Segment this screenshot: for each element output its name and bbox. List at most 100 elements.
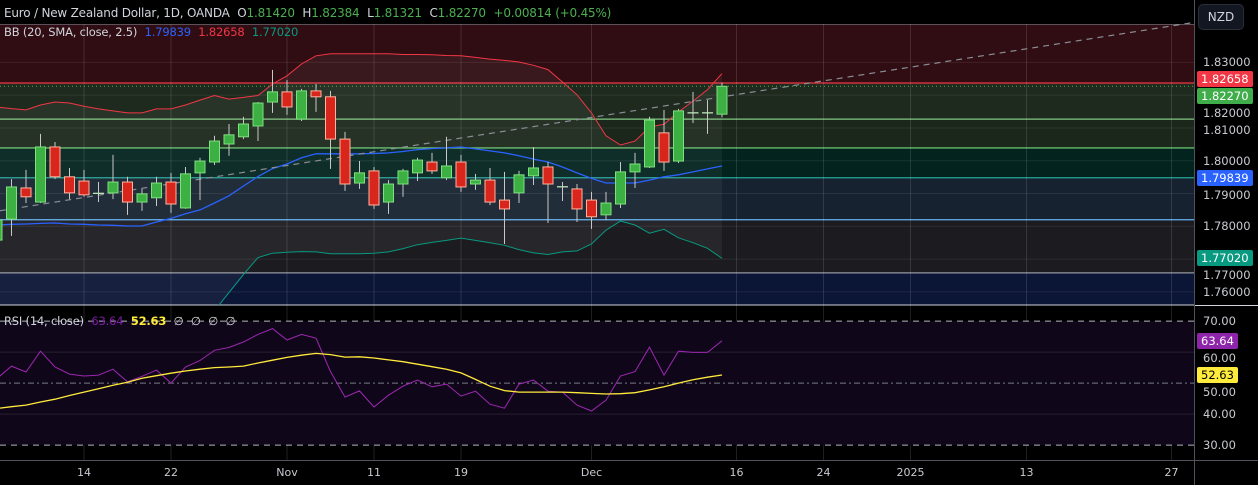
rsi-extra-2: ∅: [208, 314, 219, 328]
candle: [354, 161, 365, 189]
candle: [165, 172, 177, 213]
candle-body-up: [354, 172, 365, 184]
candle-body-up: [441, 165, 452, 179]
rsi-tick-label: 70.00: [1203, 314, 1236, 329]
time-tick-label: 22: [164, 466, 178, 479]
candle: [49, 142, 61, 180]
rsi-legend[interactable]: RSI (14, close) 63.64 52.63 ∅ ∅ ∅ ∅: [4, 314, 239, 328]
candle: [136, 188, 148, 211]
candle-body-up: [600, 202, 612, 216]
candle-body-up: [528, 167, 539, 177]
time-tick-label: 14: [77, 466, 91, 479]
price-axis[interactable]: 1.83000 1.82000 1.81000 1.80000 1.79000 1.780…: [1194, 0, 1258, 460]
candle-body-down: [484, 179, 496, 203]
rsi-value: 63.64: [91, 314, 124, 328]
candle-body-up: [615, 171, 626, 205]
candle: [441, 136, 452, 181]
candle: [557, 182, 568, 202]
candle: [194, 157, 206, 201]
candle: [296, 88, 307, 122]
candle-body-down: [542, 166, 554, 185]
candle-body-up: [267, 91, 278, 103]
candle: [310, 84, 322, 112]
price-zone: [0, 83, 1194, 120]
price-tick-label: 1.83000: [1203, 55, 1251, 70]
currency-button[interactable]: NZD: [1198, 4, 1244, 30]
rsi-tick-label: 60.00: [1203, 350, 1236, 365]
candle: [6, 179, 17, 236]
rsi-badge: 63.64: [1197, 332, 1238, 349]
candle: [673, 108, 684, 164]
symbol-title[interactable]: Euro / New Zealand Dollar, 1D, OANDA: [4, 6, 230, 20]
price-zone: [0, 24, 1194, 84]
candle-body-up: [6, 186, 17, 220]
rsi-extra-3: ∅: [225, 314, 236, 328]
price-tick-label: 1.82000: [1203, 106, 1251, 121]
candle: [615, 162, 626, 208]
bb-upper-line: [0, 53, 723, 146]
bb-legend[interactable]: BB (20, SMA, close, 2.5) 1.79839 1.82658…: [4, 25, 302, 39]
time-axis[interactable]: 14 22 Nov 11 19 Dec 16 24 2025 13 27: [0, 460, 1194, 485]
rsi-extra-1: ∅: [190, 314, 201, 328]
candle: [20, 169, 32, 204]
candle-body-up: [252, 102, 264, 127]
candle-body-up: [238, 123, 249, 138]
candle-body-down: [122, 181, 133, 203]
candle: [716, 82, 728, 118]
candle-body-up: [136, 193, 148, 203]
candle-body-down: [586, 199, 597, 218]
price-badge: 1.77020: [1197, 250, 1253, 267]
candle-body-down: [368, 170, 380, 206]
bb-upper-value: 1.82658: [198, 25, 245, 39]
candle: [383, 180, 394, 214]
candle-body-up: [35, 146, 46, 203]
dashed-trendline: [0, 21, 1194, 212]
high-label: H: [302, 6, 312, 20]
change-value: +0.00814 (+0.45%): [493, 6, 612, 20]
chart-canvas[interactable]: [0, 0, 1194, 460]
candle: [107, 154, 119, 200]
price-tick-label: 1.81000: [1203, 123, 1251, 138]
candle-body-down: [64, 176, 75, 194]
candle: [513, 170, 525, 204]
candle-body-up: [629, 163, 641, 173]
candle: [339, 131, 351, 191]
candles: [0, 69, 728, 245]
candle: [499, 171, 510, 245]
bb-lower-line: [218, 220, 723, 305]
candle-body-up: [107, 181, 119, 194]
time-tick-label: 16: [729, 466, 744, 479]
rsi-tick-label: 30.00: [1203, 438, 1236, 453]
time-tick-label: 2025: [896, 466, 925, 479]
time-tick-label: 11: [367, 466, 381, 479]
candle: [484, 167, 496, 205]
price-zone: [0, 119, 1194, 148]
candle-body-up: [180, 173, 191, 209]
candle-body-down: [325, 96, 336, 140]
candle-body-up: [296, 90, 307, 120]
price-tick-label: 1.77000: [1203, 268, 1251, 283]
price-zone: [0, 272, 1194, 305]
bb-basis-value: 1.79839: [144, 25, 191, 39]
time-tick-label: Dec: [580, 466, 603, 479]
candle-body-up: [397, 170, 409, 185]
candle-body-up: [194, 160, 206, 174]
candle-body-down: [310, 90, 322, 98]
rsi-extra-0: ∅: [173, 314, 184, 328]
candle: [325, 90, 336, 169]
candle-body-up: [716, 85, 728, 115]
candle: [93, 182, 104, 203]
rsi-pane: [0, 320, 1194, 446]
candle: [78, 169, 90, 197]
candle-body-down: [658, 132, 670, 163]
candle: [209, 135, 220, 165]
candle: [281, 80, 293, 115]
rsi-tick-label: 40.00: [1203, 407, 1236, 422]
axis-corner: [1194, 460, 1258, 485]
candle-body-down: [281, 91, 293, 108]
time-tick-label: 19: [454, 466, 468, 479]
candle-body-down: [339, 138, 351, 185]
candle-body-up: [0, 219, 3, 241]
candle-body-down: [49, 146, 61, 178]
close-value: 1.82270: [437, 6, 486, 20]
